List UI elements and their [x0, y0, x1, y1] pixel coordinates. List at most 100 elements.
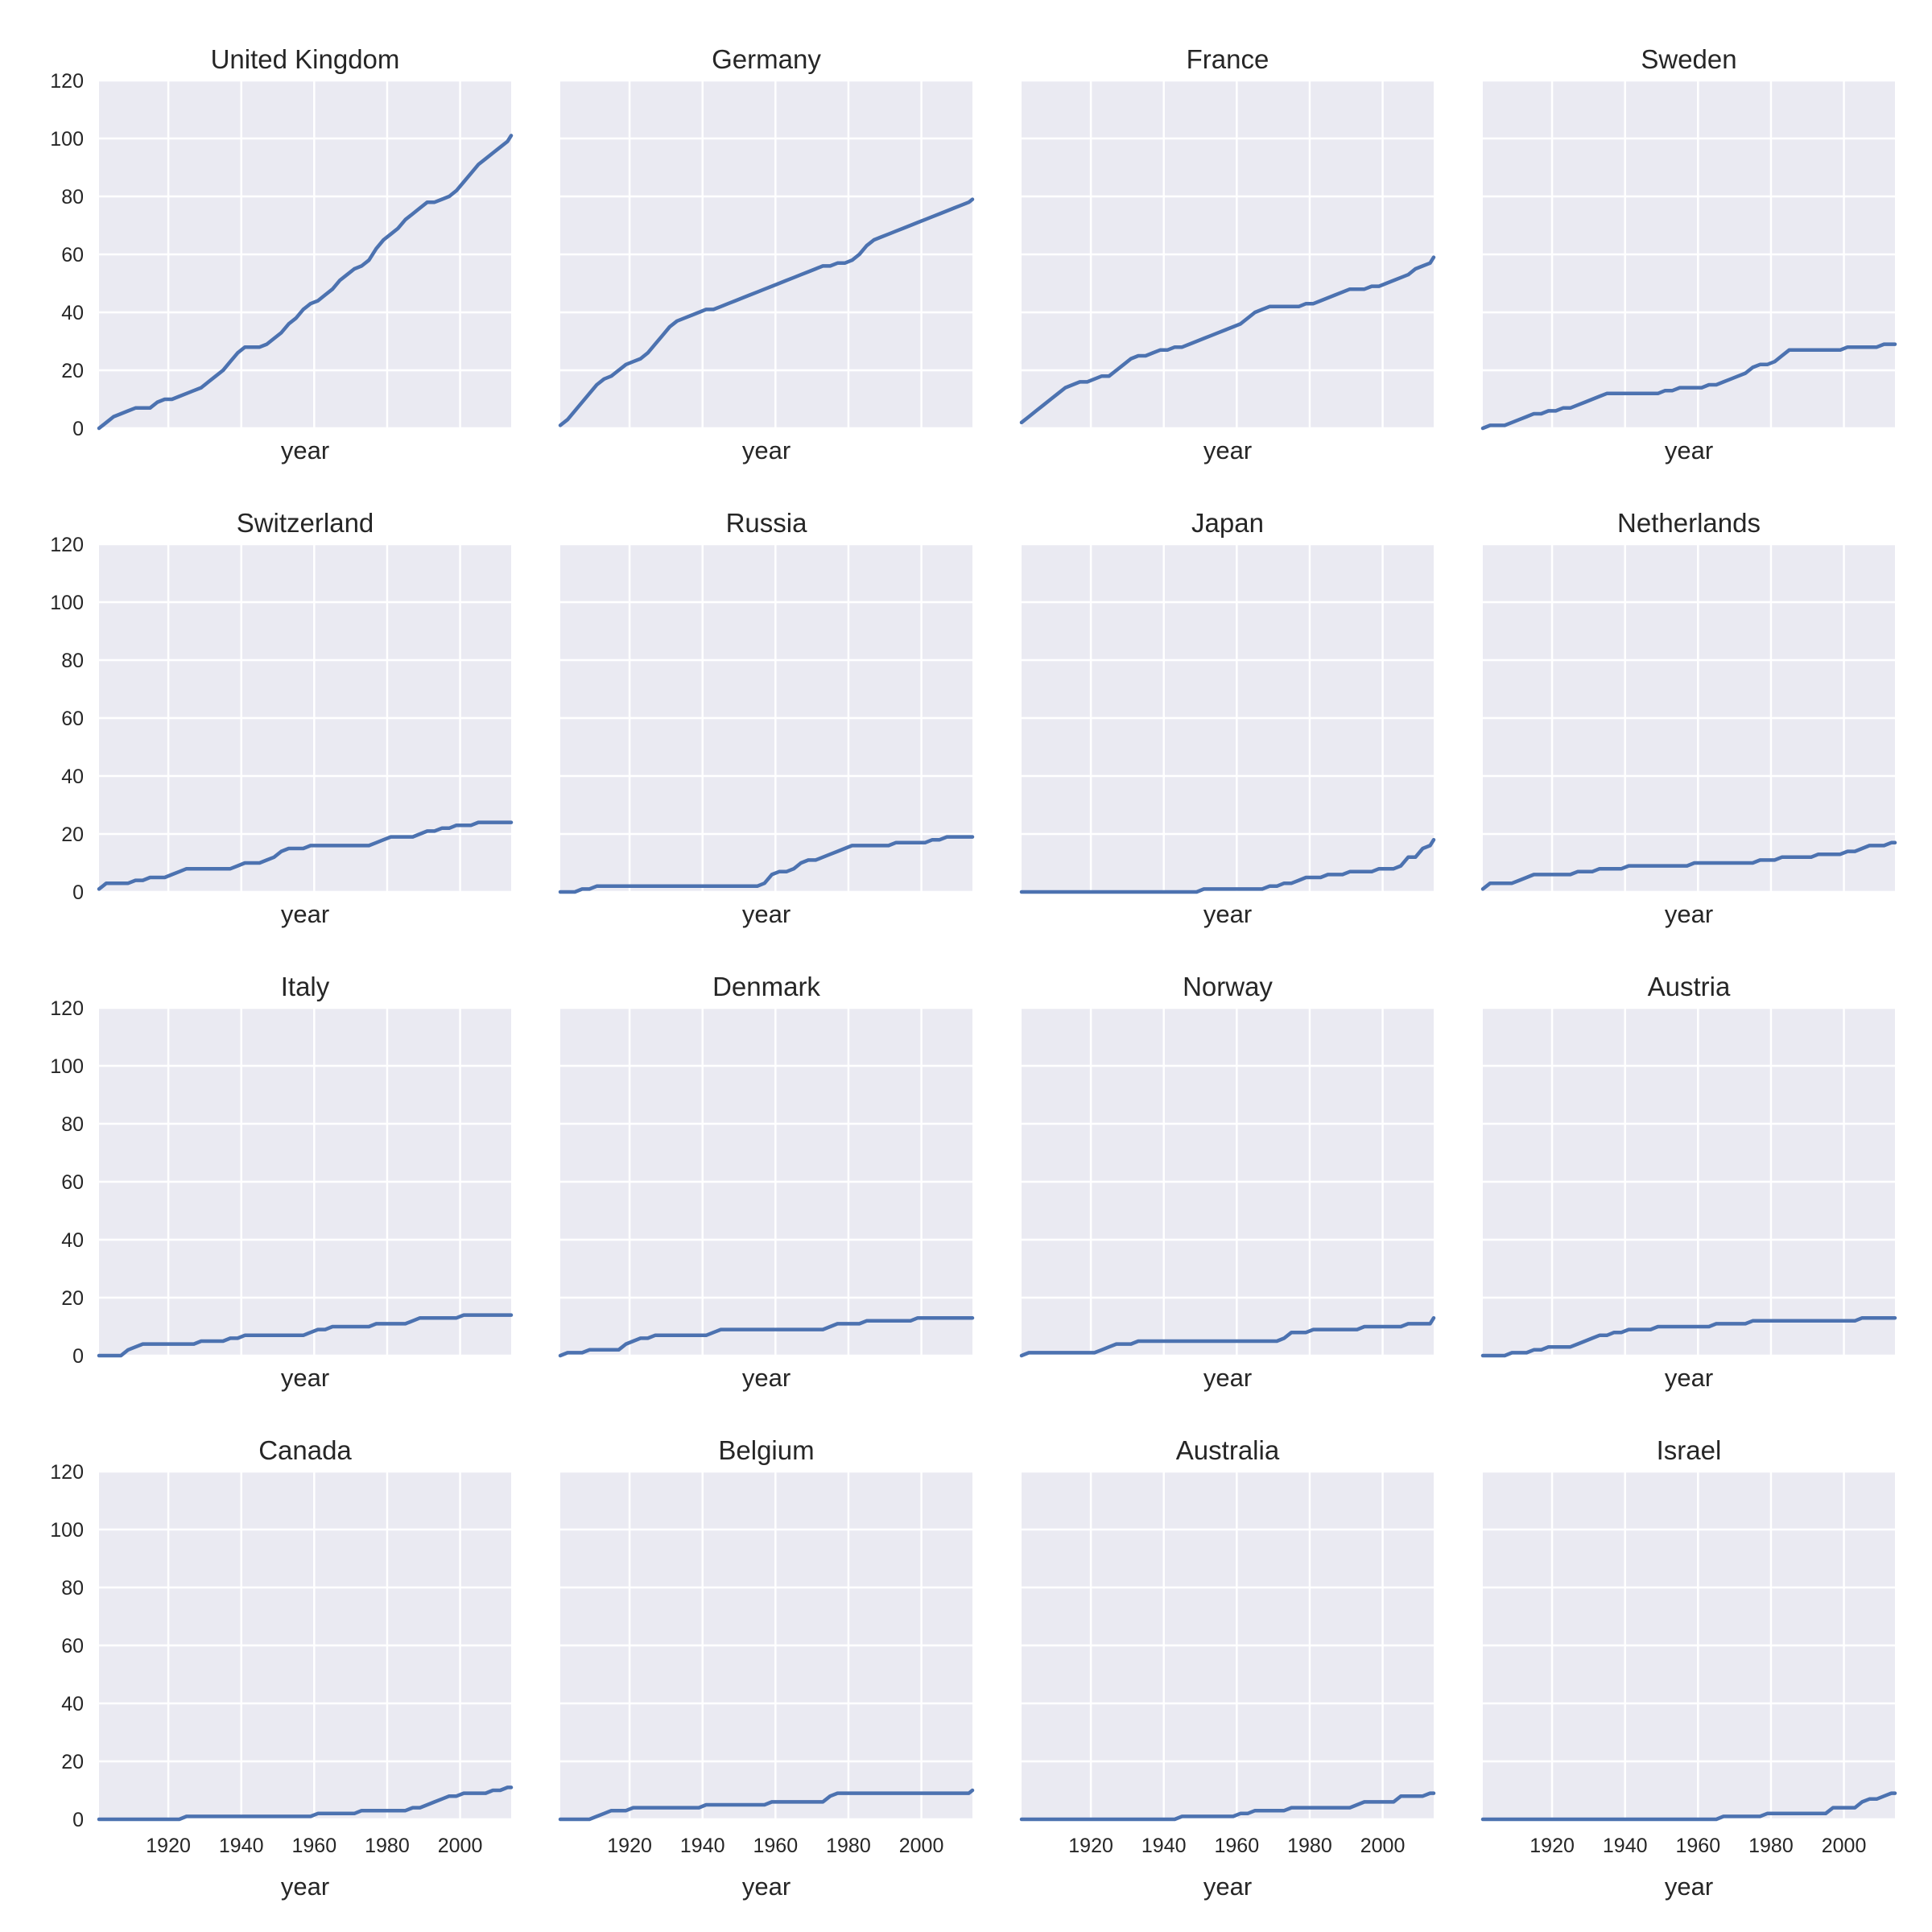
panel-denmark: Denmark year [558, 972, 975, 1392]
panel-israel: Israel year 1920 1940 1960 1980 2000 [1480, 1435, 1897, 1901]
series-line [1019, 1315, 1436, 1358]
y-tick-label: 40 [61, 1229, 84, 1252]
y-tick-label: 120 [50, 534, 84, 556]
panel-title: Russia [726, 508, 808, 538]
x-tick-label: 1980 [826, 1835, 871, 1857]
y-tick-label: 0 [72, 418, 84, 440]
y-tick-label: 0 [72, 881, 84, 904]
panel-germany: Germany year [558, 44, 975, 464]
x-axis-label: year [1203, 900, 1252, 928]
panel-canada: Canada year 0 20 40 60 80 100 120 1920 1940 1960 198… [50, 1435, 514, 1901]
x-tick-label: 1940 [680, 1835, 725, 1857]
y-tick-label: 120 [50, 997, 84, 1020]
y-tick-label: 100 [50, 128, 84, 151]
series-line [97, 1785, 514, 1822]
x-axis-label: year [1203, 1872, 1252, 1901]
panel-title: Belgium [718, 1435, 814, 1465]
y-tick-label: 20 [61, 824, 84, 846]
x-axis-label: year [742, 900, 791, 928]
x-tick-label: 1940 [1603, 1835, 1648, 1857]
y-tick-label: 80 [61, 1113, 84, 1136]
panel-title: Germany [712, 44, 821, 74]
y-tick-label: 60 [61, 244, 84, 266]
x-tick-label: 1920 [607, 1835, 652, 1857]
x-axis-label: year [742, 436, 791, 464]
panel-title: France [1187, 44, 1269, 74]
y-tick-label: 20 [61, 1751, 84, 1773]
y-tick-label: 20 [61, 1287, 84, 1310]
x-tick-label: 1980 [365, 1835, 410, 1857]
x-axis-label: year [1203, 1364, 1252, 1392]
panel-russia: Russia year [558, 508, 975, 928]
x-axis-label: year [1665, 900, 1713, 928]
x-tick-label: 2000 [899, 1835, 944, 1857]
series-line [558, 1788, 975, 1822]
panel-netherlands: Netherlands year [1480, 508, 1897, 928]
x-tick-label: 2000 [1360, 1835, 1406, 1857]
panel-title: Denmark [712, 972, 820, 1001]
y-tick-label: 20 [61, 360, 84, 382]
x-tick-label: 1940 [219, 1835, 264, 1857]
x-tick-label: 2000 [438, 1835, 483, 1857]
panel-sweden: Sweden year [1480, 44, 1897, 464]
panel-united-kingdom: United Kingdom year 0 20 40 60 80 100 120 [50, 44, 514, 464]
panel-australia: Australia year 1920 1940 1960 1980 2000 [1019, 1435, 1436, 1901]
x-tick-label: 1960 [753, 1835, 799, 1857]
x-axis-label: year [281, 1872, 329, 1901]
y-tick-label: 0 [72, 1345, 84, 1368]
series-line [558, 197, 975, 427]
x-tick-label: 1920 [1068, 1835, 1113, 1857]
y-tick-label: 100 [50, 592, 84, 614]
y-tick-label: 80 [61, 186, 84, 208]
series-line [97, 820, 514, 891]
y-tick-label: 0 [72, 1809, 84, 1831]
x-tick-label: 1980 [1748, 1835, 1794, 1857]
y-tick-label: 100 [50, 1055, 84, 1078]
x-axis-label: year [281, 900, 329, 928]
panel-title: Sweden [1641, 44, 1736, 74]
panel-title: Norway [1183, 972, 1273, 1001]
x-axis-label: year [742, 1872, 791, 1901]
x-tick-label: 2000 [1822, 1835, 1867, 1857]
y-tick-label: 120 [50, 1461, 84, 1484]
series-line [1480, 1791, 1897, 1822]
y-tick-label: 60 [61, 1635, 84, 1657]
x-tick-label: 1920 [1530, 1835, 1575, 1857]
panel-title: Austria [1648, 972, 1731, 1001]
series-line [558, 1315, 975, 1358]
series-line [558, 835, 975, 894]
series-line [1480, 342, 1897, 431]
panel-title: Israel [1657, 1435, 1722, 1465]
x-axis-label: year [281, 436, 329, 464]
series-line [97, 1313, 514, 1358]
x-axis-label: year [1665, 436, 1713, 464]
panel-title: Canada [258, 1435, 352, 1465]
panel-italy: Italy year 0 20 40 60 80 100 120 [50, 972, 514, 1392]
x-tick-label: 1960 [1676, 1835, 1721, 1857]
x-tick-label: 1940 [1141, 1835, 1187, 1857]
panel-norway: Norway year [1019, 972, 1436, 1392]
panel-france: France year [1019, 44, 1436, 464]
series-line [97, 134, 514, 431]
x-tick-label: 1960 [292, 1835, 337, 1857]
panel-japan: Japan year [1019, 508, 1436, 928]
panel-belgium: Belgium year 1920 1940 1960 1980 2000 [558, 1435, 975, 1901]
series-line [1019, 1791, 1436, 1822]
series-line [1019, 255, 1436, 425]
x-tick-label: 1980 [1287, 1835, 1332, 1857]
y-tick-label: 60 [61, 708, 84, 730]
y-tick-label: 120 [50, 70, 84, 93]
panel-austria: Austria year [1480, 972, 1897, 1392]
x-axis-label: year [281, 1364, 329, 1392]
y-tick-label: 100 [50, 1519, 84, 1542]
y-tick-label: 40 [61, 766, 84, 788]
x-axis-label: year [1665, 1364, 1713, 1392]
x-axis-label: year [1665, 1872, 1713, 1901]
series-line [1019, 837, 1436, 894]
x-axis-label: year [1203, 436, 1252, 464]
panel-switzerland: Switzerland year 0 20 40 60 80 100 120 [50, 508, 514, 928]
y-tick-label: 40 [61, 302, 84, 324]
y-tick-label: 40 [61, 1693, 84, 1715]
panel-title: United Kingdom [211, 44, 400, 74]
